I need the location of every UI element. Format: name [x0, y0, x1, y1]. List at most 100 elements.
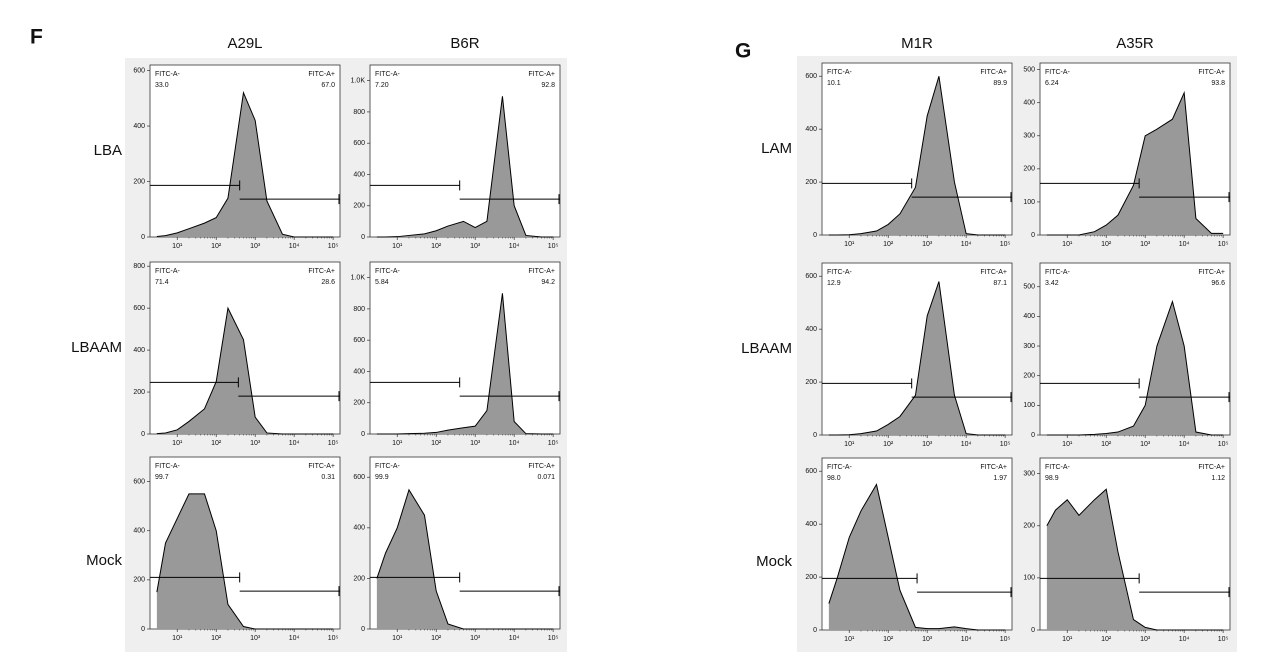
y-tick-label: 400 — [1023, 100, 1035, 107]
x-tick-label: 10² — [211, 635, 222, 642]
gate-percent: 71.4 — [155, 279, 169, 286]
y-tick-label: 0 — [813, 627, 817, 634]
y-tick-label: 800 — [133, 263, 145, 270]
y-tick-label: 400 — [133, 347, 145, 354]
histogram-fill — [376, 489, 554, 629]
gate-percent: 99.7 — [155, 474, 169, 481]
y-tick-label: 100 — [1023, 402, 1035, 409]
y-tick-label: 200 — [133, 577, 145, 584]
x-tick-label: 10² — [211, 440, 222, 447]
gate-name: FITC-A- — [375, 268, 401, 275]
panel-letter: F — [30, 26, 43, 49]
column-header: B6R — [450, 35, 479, 52]
x-tick-label: 10¹ — [844, 441, 855, 448]
y-tick-label: 300 — [1023, 343, 1035, 350]
y-tick-label: 600 — [353, 337, 365, 344]
x-tick-label: 10³ — [250, 243, 261, 250]
y-tick-label: 200 — [353, 203, 365, 210]
y-tick-label: 600 — [805, 468, 817, 475]
x-tick-label: 10³ — [250, 440, 261, 447]
gate-percent: 67.0 — [321, 82, 335, 89]
gate-percent: 94.2 — [541, 279, 555, 286]
x-tick-label: 10² — [211, 243, 222, 250]
x-tick-label: 10⁵ — [1000, 636, 1011, 643]
histogram-line — [1046, 299, 1224, 436]
gate-percent: 12.9 — [827, 280, 841, 287]
x-tick-label: 10⁴ — [289, 635, 300, 642]
histogram-line — [376, 293, 554, 435]
y-tick-label: 200 — [805, 574, 817, 581]
histogram-line — [1046, 90, 1224, 236]
x-tick-label: 10³ — [1140, 441, 1151, 448]
histogram-line — [156, 90, 334, 238]
gate-percent: 93.8 — [1211, 80, 1225, 87]
x-tick-label: 10⁴ — [961, 441, 972, 448]
gate-percent: 98.9 — [1045, 475, 1059, 482]
x-tick-label: 10⁵ — [1218, 241, 1229, 248]
y-tick-label: 400 — [805, 326, 817, 333]
x-tick-label: 10² — [1101, 441, 1112, 448]
panel-letter: G — [735, 40, 751, 63]
x-tick-label: 10⁴ — [961, 636, 972, 643]
row-label: LAM — [761, 140, 792, 157]
y-tick-label: 600 — [133, 305, 145, 312]
x-tick-label: 10⁵ — [1218, 636, 1229, 643]
gate-name: FITC-A- — [155, 268, 181, 275]
gate-percent: 89.9 — [993, 80, 1007, 87]
gate-name: FITC-A+ — [308, 463, 335, 470]
y-tick-label: 0 — [141, 234, 145, 241]
y-tick-label: 400 — [353, 171, 365, 178]
y-tick-label: 200 — [805, 379, 817, 386]
x-tick-label: 10³ — [922, 241, 933, 248]
x-tick-label: 10¹ — [1062, 636, 1073, 643]
gate-percent: 92.8 — [541, 82, 555, 89]
histogram-fill — [376, 293, 554, 434]
x-tick-label: 10³ — [922, 441, 933, 448]
x-tick-label: 10⁴ — [1179, 441, 1190, 448]
x-tick-label: 10⁵ — [548, 440, 559, 447]
gate-name: FITC-A- — [1045, 69, 1071, 76]
x-tick-label: 10¹ — [1062, 441, 1073, 448]
gate-percent: 10.1 — [827, 80, 841, 87]
histogram-fill — [376, 96, 554, 237]
row-label: Mock — [86, 552, 122, 569]
x-tick-label: 10² — [431, 243, 442, 250]
y-tick-label: 0 — [1031, 627, 1035, 634]
histogram-fill — [828, 76, 1006, 235]
plot-frame — [369, 261, 561, 435]
histogram-fill — [1046, 92, 1224, 236]
y-tick-label: 600 — [805, 73, 817, 80]
gate-name: FITC-A+ — [980, 464, 1007, 471]
y-tick-label: 100 — [1023, 575, 1035, 582]
gate-name: FITC-A- — [827, 69, 853, 76]
y-tick-label: 200 — [805, 179, 817, 186]
gate-percent: 28.6 — [321, 279, 335, 286]
gate-name: FITC-A- — [155, 463, 181, 470]
gate-name: FITC-A+ — [528, 463, 555, 470]
histogram-line — [828, 76, 1006, 236]
y-tick-label: 400 — [805, 126, 817, 133]
gate-percent: 0.071 — [537, 474, 555, 481]
y-tick-label: 0 — [361, 626, 365, 633]
gate-name: FITC-A+ — [528, 71, 555, 78]
histogram-fill — [1046, 489, 1224, 630]
row-label: LBAAM — [71, 339, 122, 356]
gate-name: FITC-A- — [1045, 464, 1071, 471]
x-tick-label: 10⁵ — [548, 635, 559, 642]
x-tick-label: 10³ — [470, 243, 481, 250]
x-tick-label: 10¹ — [392, 440, 403, 447]
gate-percent: 98.0 — [827, 475, 841, 482]
y-tick-label: 600 — [805, 273, 817, 280]
y-tick-label: 600 — [133, 67, 145, 74]
y-tick-label: 300 — [1023, 470, 1035, 477]
y-tick-label: 0 — [1031, 232, 1035, 239]
plot-frame — [821, 62, 1013, 236]
histogram-line — [156, 493, 334, 630]
gate-percent: 6.24 — [1045, 80, 1059, 87]
gate-percent: 33.0 — [155, 82, 169, 89]
histogram-fill — [828, 281, 1006, 435]
plot-frame — [1039, 262, 1231, 436]
x-tick-label: 10¹ — [1062, 241, 1073, 248]
gate-name: FITC-A+ — [1198, 269, 1225, 276]
gate-percent: 1.97 — [993, 475, 1007, 482]
